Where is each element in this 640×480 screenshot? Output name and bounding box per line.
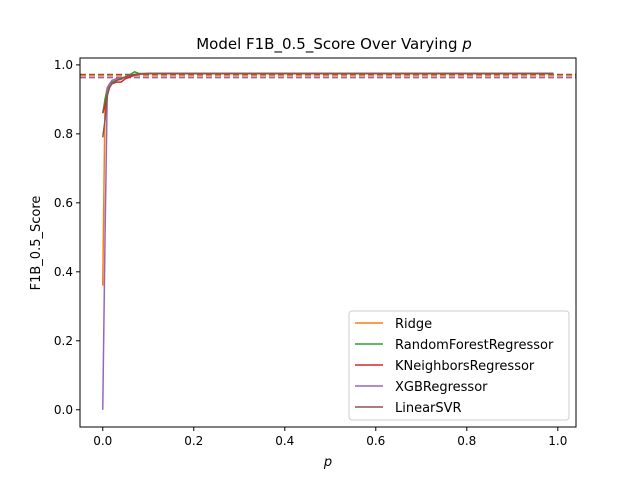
y-tick-label: 0.2 [54,334,73,348]
x-tick-label: 0.4 [275,434,294,448]
legend-frame [348,310,570,421]
x-tick-label: 0.2 [184,434,203,448]
y-tick-label: 0.4 [54,265,73,279]
series-lines [102,71,554,410]
y-tick-label: 0.6 [54,196,73,210]
reference-lines [80,73,576,79]
y-axis-label: F1B_0.5_Score [29,196,44,291]
y-axis: 0.0 0.2 0.4 0.6 0.8 1.0 [54,58,80,417]
legend-label-4: LinearSVR [395,401,462,416]
y-tick-label: 1.0 [54,58,73,72]
x-axis: 0.0 0.2 0.4 0.6 0.8 1.0 [93,427,567,448]
legend-label-2: KNeighborsRegressor [395,359,535,374]
x-tick-label: 1.0 [548,434,567,448]
plot-frame [79,57,577,428]
legend-label-0: Ridge [395,317,432,332]
plot-area [79,57,577,428]
legend-label-3: XGBRegressor [395,380,488,395]
chart-title-main: Model F1B_0.5_Score Over Varying [196,35,462,54]
x-axis-label: p [323,455,332,470]
x-tick-label: 0.8 [457,434,476,448]
legend: Ridge RandomForestRegressor KNeighborsRegr… [348,310,570,421]
x-tick-label: 0.0 [93,434,112,448]
y-tick-label: 0.0 [54,403,73,417]
x-tick-label: 0.6 [366,434,385,448]
y-tick-label: 0.8 [54,127,73,141]
chart-title: Model F1B_0.5_Score Over Varying p [196,35,472,54]
series-line-4 [102,72,554,138]
chart-title-symbol: p [461,35,472,53]
legend-label-1: RandomForestRegressor [395,338,554,353]
